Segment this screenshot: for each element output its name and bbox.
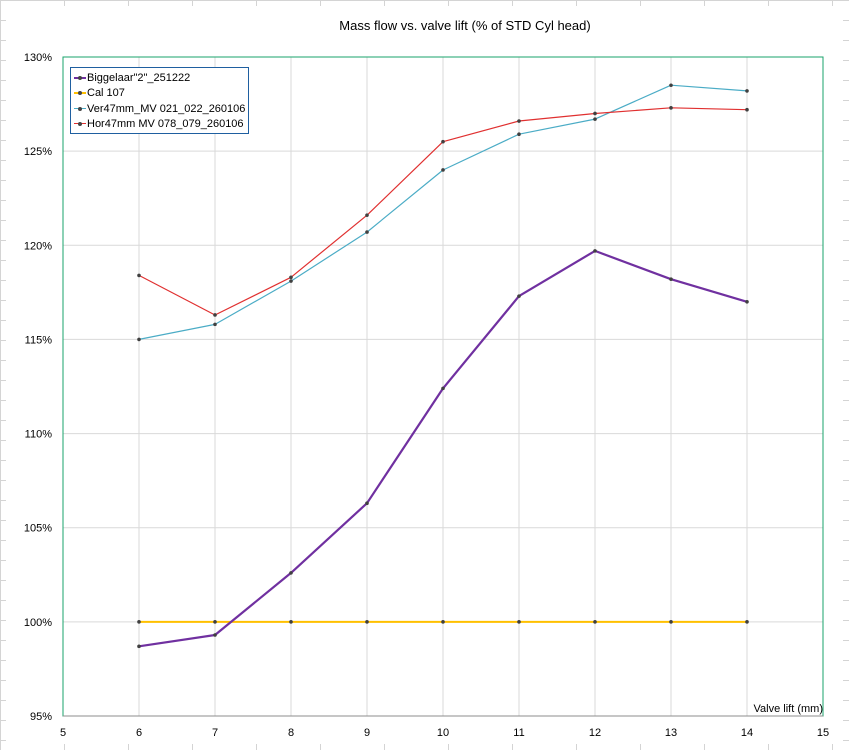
data-point — [517, 294, 521, 298]
legend-label: Ver47mm_MV 021_022_260106 — [87, 102, 246, 115]
data-point — [669, 620, 673, 624]
data-point — [517, 620, 521, 624]
y-tick-label: 130% — [24, 52, 52, 64]
x-tick-label: 14 — [741, 727, 753, 739]
x-tick-label: 9 — [364, 727, 370, 739]
x-tick-label: 10 — [437, 727, 449, 739]
y-tick-label: 120% — [24, 240, 52, 252]
data-point — [289, 279, 293, 283]
chart-area[interactable]: 5 6 7 8 9 10 11 12 13 14 15 95% 100% 105% 110% 115% 120%… — [6, 6, 843, 744]
legend-label: Hor47mm MV 078_079_260106 — [87, 118, 244, 131]
x-tick-label: 13 — [665, 727, 677, 739]
data-point — [213, 633, 217, 637]
data-point — [289, 620, 293, 624]
data-point — [289, 571, 293, 575]
data-point — [517, 132, 521, 136]
legend-item[interactable]: Hor47mm MV 078_079_260106 — [74, 117, 246, 133]
x-tick-label: 8 — [288, 727, 294, 739]
y-tick-label: 105% — [24, 523, 52, 535]
data-point — [213, 313, 217, 317]
x-tick-label: 12 — [589, 727, 601, 739]
data-point — [745, 89, 749, 93]
x-tick-label: 6 — [136, 727, 142, 739]
x-axis-title: Valve lift (mm) — [754, 703, 823, 715]
y-tick-label: 115% — [25, 334, 53, 346]
data-point — [365, 620, 369, 624]
data-point — [365, 501, 369, 506]
legend-swatch — [74, 104, 86, 114]
data-point — [669, 277, 673, 281]
data-point — [593, 111, 597, 116]
data-point — [669, 83, 673, 88]
data-point — [745, 620, 749, 624]
legend-item[interactable]: Biggelaar"2"_251222 — [74, 70, 246, 86]
data-point — [137, 273, 141, 278]
legend-label: Biggelaar"2"_251222 — [87, 71, 191, 84]
data-point — [441, 139, 445, 144]
y-tick-label: 110% — [25, 429, 53, 441]
data-point — [365, 230, 369, 234]
data-point — [517, 119, 521, 123]
gridlines — [62, 56, 824, 717]
legend-item[interactable]: Ver47mm_MV 021_022_260106 — [74, 101, 246, 117]
data-point — [669, 106, 673, 110]
legend-item[interactable]: Cal 107 — [74, 86, 246, 102]
tick-labels: 5 6 7 8 9 10 11 12 13 14 15 95% 100% 105% 110% 115% 120%… — [24, 52, 829, 739]
series-points — [137, 83, 749, 649]
data-point — [441, 168, 445, 172]
data-point — [289, 275, 293, 280]
data-point — [593, 620, 597, 624]
data-point — [213, 322, 217, 327]
y-tick-label: 100% — [24, 617, 52, 629]
data-point — [137, 644, 141, 649]
chart-title: Mass flow vs. valve lift (% of STD Cyl h… — [339, 18, 590, 33]
data-point — [365, 213, 369, 217]
data-point — [213, 620, 217, 624]
y-tick-label: 125% — [24, 146, 52, 158]
y-tick-label: 95% — [30, 711, 52, 723]
data-point — [745, 107, 749, 112]
x-tick-label: 7 — [212, 727, 218, 739]
x-tick-label: 5 — [60, 727, 66, 739]
data-point — [441, 620, 445, 624]
data-point — [137, 620, 141, 624]
legend-label: Cal 107 — [87, 87, 125, 100]
data-point — [593, 249, 597, 253]
x-tick-label: 15 — [817, 727, 829, 739]
legend-swatch — [74, 88, 86, 98]
legend-swatch — [74, 73, 86, 83]
data-point — [137, 337, 141, 342]
legend-swatch — [74, 119, 86, 129]
data-point — [745, 299, 749, 304]
x-tick-label: 11 — [513, 727, 524, 739]
data-point — [593, 117, 597, 121]
line-chart: 5 6 7 8 9 10 11 12 13 14 15 95% 100% 105% 110% 115% 120%… — [24, 18, 829, 739]
legend[interactable]: Biggelaar"2"_251222 Cal 107 Ver47mm_MV 021… — [70, 67, 249, 134]
data-point — [441, 386, 445, 391]
